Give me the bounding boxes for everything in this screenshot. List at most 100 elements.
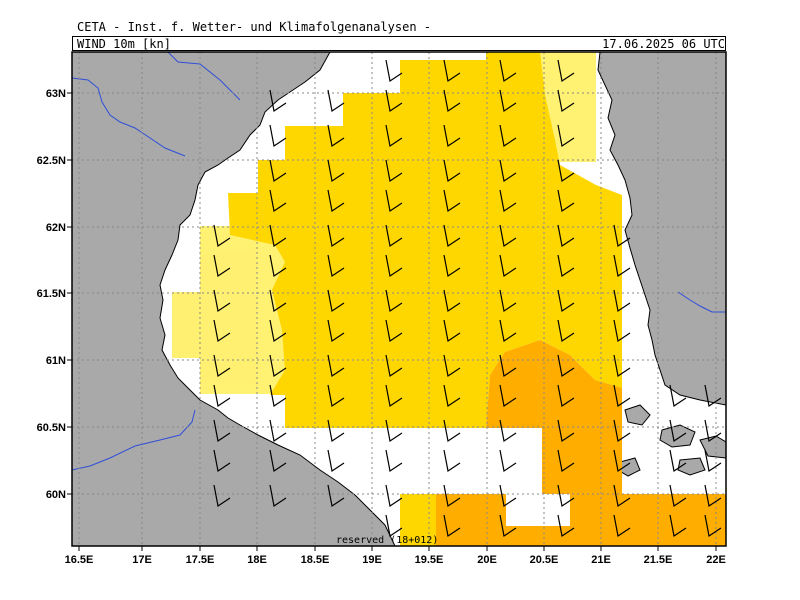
longitude-axis: 16.5E 17E 17.5E 18E 18.5E 19E 19.5E 20E 20.5E 21E…: [65, 546, 726, 566]
wind-barb: [557, 449, 575, 473]
wind-barb: [327, 419, 345, 443]
wind-barb: [613, 289, 631, 313]
wind-barb: [385, 514, 403, 538]
wind-barb: [613, 514, 631, 538]
lat-tick-label: 61N: [46, 355, 66, 367]
wind-barb: [385, 189, 403, 213]
wind-barb: [269, 189, 287, 213]
wind-barb: [613, 319, 631, 343]
wind-barb: [669, 514, 687, 538]
wind-barb: [327, 124, 345, 148]
wind-barb: [443, 189, 461, 213]
lon-tick-label: 20E: [477, 554, 497, 566]
wind-barb: [499, 484, 517, 508]
wind-barb: [613, 484, 631, 508]
wind-barb: [557, 124, 575, 148]
wind-barb: [385, 384, 403, 408]
wind-barb: [269, 89, 287, 113]
archipelago-island-4: [699, 435, 726, 459]
wind-barb: [213, 419, 231, 443]
wind-barb: [443, 289, 461, 313]
lat-tick-label: 61.5N: [37, 288, 66, 300]
wind-barb: [499, 384, 517, 408]
wind-barb: [385, 124, 403, 148]
wind-barb: [499, 289, 517, 313]
wind-barb: [213, 289, 231, 313]
reserved-note: reserved (18+012): [336, 535, 438, 546]
wind-barb: [499, 449, 517, 473]
lon-tick-label: 17.5E: [186, 554, 215, 566]
wind-barb: [327, 224, 345, 248]
wind-barb: [613, 419, 631, 443]
wind-barb: [557, 384, 575, 408]
wind-barb: [499, 224, 517, 248]
wind-barb: [499, 124, 517, 148]
wind-barbs: [213, 59, 722, 538]
wind-barb: [704, 384, 722, 408]
wind-barb: [499, 189, 517, 213]
wind-barb: [443, 514, 461, 538]
wind-barb: [385, 419, 403, 443]
lat-tick-label: 60.5N: [37, 422, 66, 434]
archipelago-island-3: [659, 424, 696, 448]
wind-barb: [269, 484, 287, 508]
wind-barb: [557, 224, 575, 248]
wind-barb: [557, 89, 575, 113]
wind-barb: [213, 449, 231, 473]
wind-barb: [213, 484, 231, 508]
lat-tick-label: 60N: [46, 489, 66, 501]
wind-barb: [213, 384, 231, 408]
sweden-land: [72, 52, 396, 546]
wind-barb: [669, 384, 687, 408]
wind-barb: [213, 224, 231, 248]
county-border-south: [72, 409, 196, 471]
wind-barb: [704, 484, 722, 508]
lon-tick-label: 18.5E: [301, 554, 330, 566]
wind-barb: [443, 224, 461, 248]
wind-barb: [499, 59, 517, 83]
map-frame: [71, 51, 727, 547]
wind-barb: [557, 514, 575, 538]
finland-border: [677, 291, 726, 313]
wind-barb: [385, 319, 403, 343]
wind-barb: [443, 159, 461, 183]
lon-tick-label: 22E: [706, 554, 726, 566]
wind-barb: [704, 514, 722, 538]
finland-land: [597, 52, 726, 406]
wind-barb: [613, 384, 631, 408]
wind-barb: [443, 354, 461, 378]
wind-barb: [213, 354, 231, 378]
wind-barb: [613, 354, 631, 378]
sea-gap-aland: [394, 428, 542, 494]
wind-barb: [704, 449, 722, 473]
wind-barb: [213, 254, 231, 278]
wind-barb: [443, 124, 461, 148]
lat-lon-grid: [72, 52, 726, 546]
wind-barb: [327, 354, 345, 378]
wind-barb: [385, 289, 403, 313]
wind-barb: [613, 224, 631, 248]
organization-title: CETA - Inst. f. Wetter- und Klimafolgena…: [77, 20, 432, 34]
archipelago-island-2: [624, 404, 651, 426]
wind-barb: [385, 449, 403, 473]
wind-barb: [327, 384, 345, 408]
wind-barb: [557, 189, 575, 213]
wind-barb: [327, 254, 345, 278]
wind-barb: [499, 89, 517, 113]
wind-barb: [213, 319, 231, 343]
wind-barb: [499, 514, 517, 538]
wind-barb: [269, 354, 287, 378]
lon-tick-label: 21.5E: [644, 554, 673, 566]
wind-barb: [327, 89, 345, 113]
wind-barb: [443, 254, 461, 278]
lon-tick-label: 19.5E: [415, 554, 444, 566]
wind-barb: [385, 59, 403, 83]
wind-barb: [443, 449, 461, 473]
wind-barb: [385, 254, 403, 278]
lat-tick-label: 62.5N: [37, 155, 66, 167]
wind-barb: [327, 319, 345, 343]
wind-barb: [499, 254, 517, 278]
lat-tick-label: 62N: [46, 222, 66, 234]
field-label: WIND 10m [kn]: [77, 37, 171, 51]
